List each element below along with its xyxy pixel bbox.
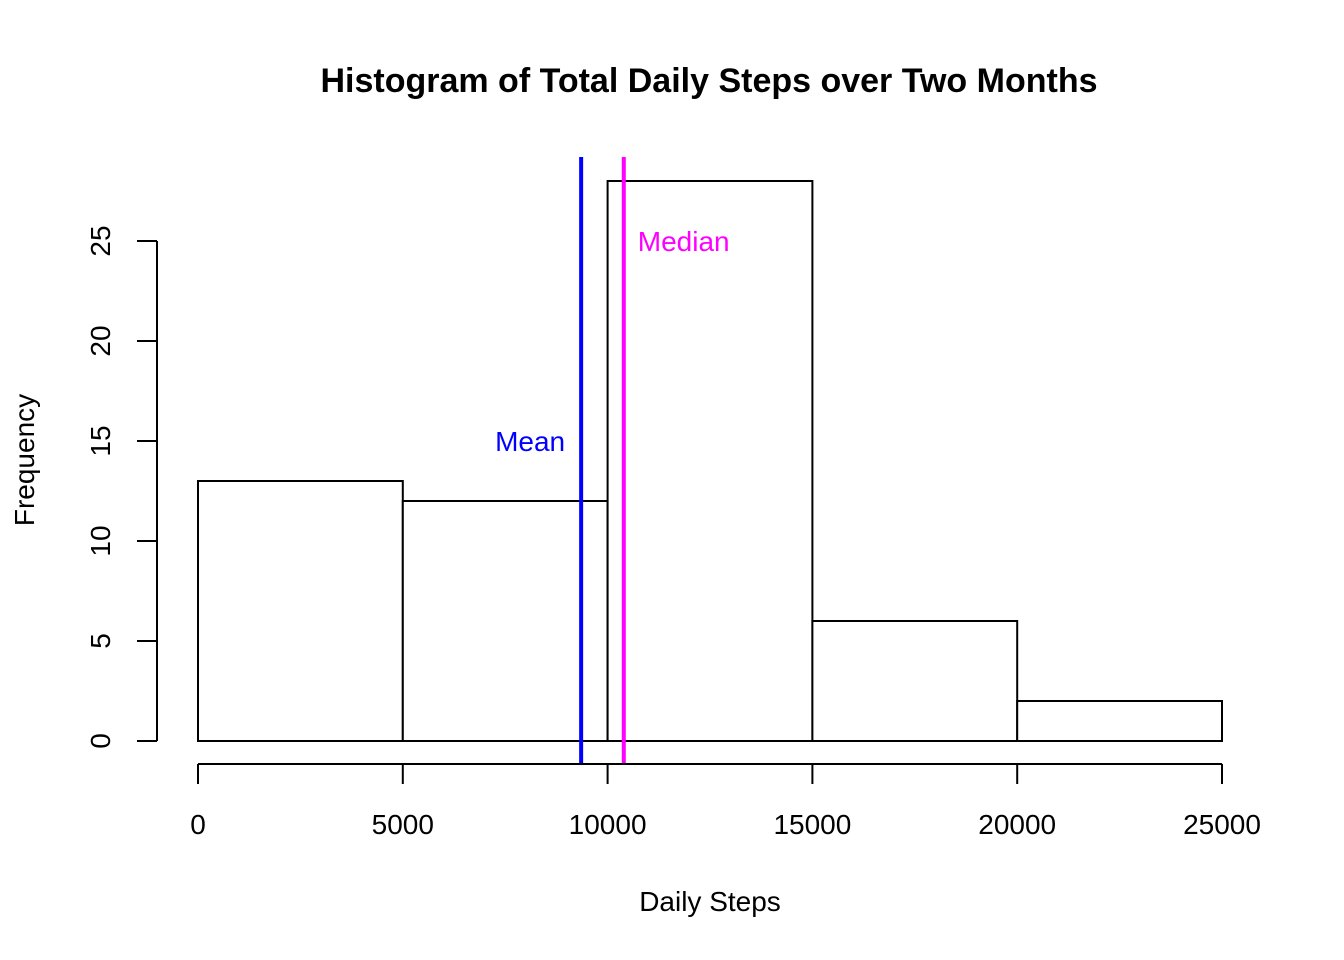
y-axis: 0 5 10 15 20 25 (85, 225, 158, 749)
x-tick-label-4: 20000 (978, 809, 1056, 840)
reference-lines-group: Mean Median (495, 157, 730, 764)
histogram-bar-4 (1016, 700, 1224, 742)
y-tick-label-2: 10 (85, 525, 116, 556)
x-tick-label-3: 15000 (773, 809, 851, 840)
y-tick-label-4: 20 (85, 325, 116, 356)
histogram-bar-0 (197, 480, 404, 742)
histogram-bar-2 (606, 180, 814, 742)
y-tick-label-5: 25 (85, 225, 116, 256)
y-tick-label-1: 5 (85, 633, 116, 649)
chart-title: Histogram of Total Daily Steps over Two … (320, 62, 1097, 100)
histogram-bar-1 (401, 500, 609, 742)
histogram-bar-3 (811, 620, 1019, 742)
x-tick-label-0: 0 (190, 809, 206, 840)
x-tick-label-1: 5000 (372, 809, 434, 840)
bars-group (197, 180, 1224, 742)
x-axis-label: Daily Steps (639, 886, 781, 917)
mean-label: Mean (495, 426, 565, 457)
x-axis: 0 5000 10000 15000 20000 25000 (190, 763, 1261, 840)
x-tick-label-5: 25000 (1183, 809, 1261, 840)
y-tick-label-3: 15 (85, 425, 116, 456)
y-axis-label: Frequency (9, 394, 40, 526)
y-tick-label-0: 0 (85, 733, 116, 749)
median-label: Median (638, 226, 730, 257)
x-tick-label-2: 10000 (569, 809, 647, 840)
